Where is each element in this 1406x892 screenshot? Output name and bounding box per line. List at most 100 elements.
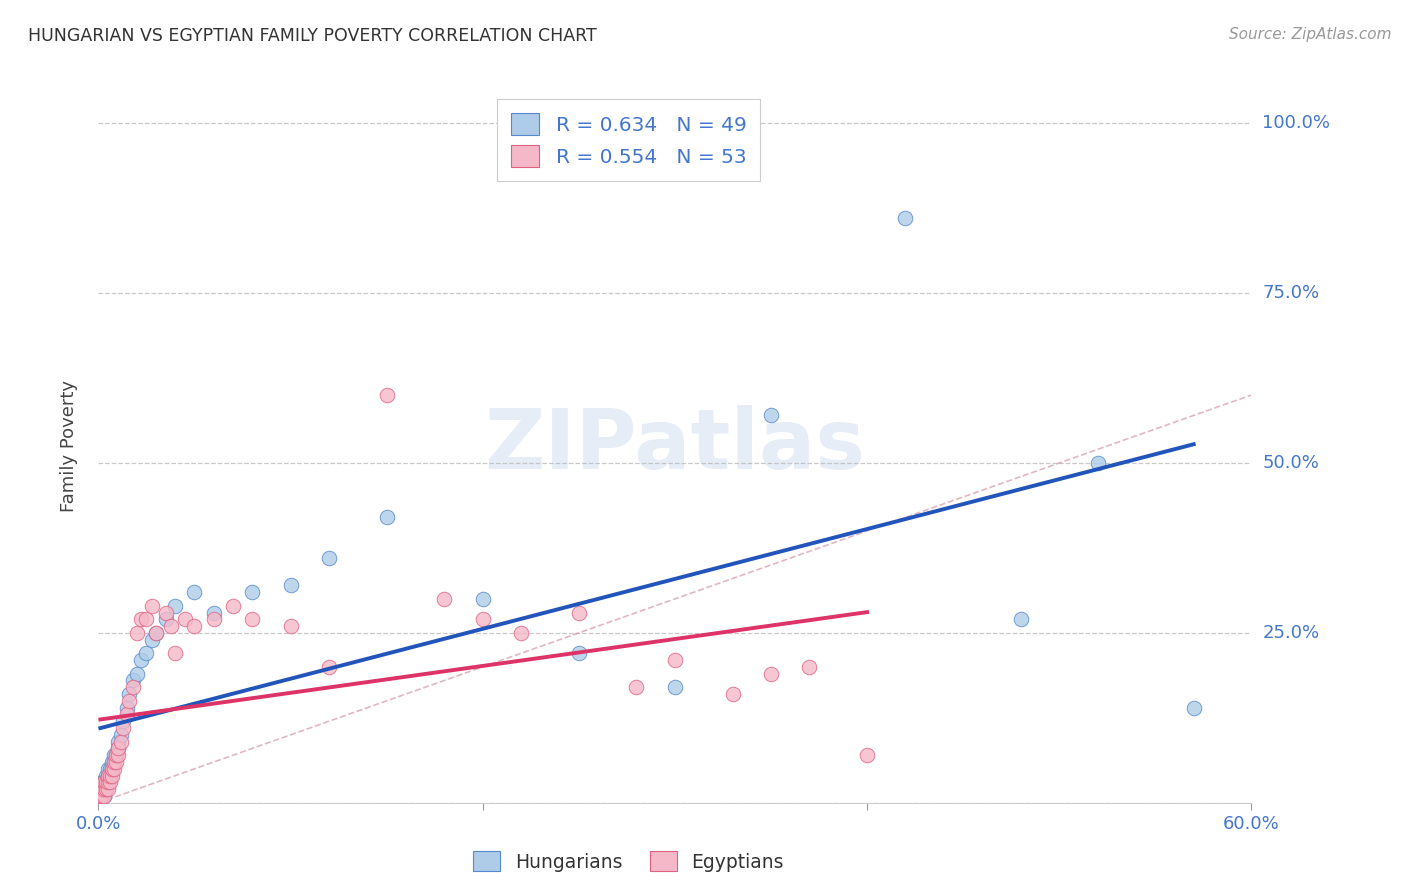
Point [98, 762, 121, 776]
Point [98, 769, 121, 783]
Point [471, 612, 494, 626]
Point [91, 782, 114, 797]
Point [91, 789, 114, 803]
Point [856, 748, 879, 763]
Point [110, 734, 132, 748]
Point [894, 211, 917, 226]
Text: HUNGARIAN VS EGYPTIAN FAMILY POVERTY CORRELATION CHART: HUNGARIAN VS EGYPTIAN FAMILY POVERTY COR… [28, 27, 598, 45]
Point [1010, 612, 1032, 626]
Point [135, 646, 157, 660]
Point [155, 606, 177, 620]
Point [97, 769, 120, 783]
Point [117, 707, 138, 722]
Point [97, 782, 120, 797]
Point [112, 714, 135, 729]
Point [664, 653, 686, 667]
Point [568, 646, 591, 660]
Point [93, 782, 115, 797]
Point [97, 775, 120, 789]
Point [471, 591, 494, 606]
Point [280, 578, 302, 592]
Point [318, 660, 340, 674]
Point [93, 789, 115, 803]
Point [101, 762, 124, 776]
Point [93, 775, 115, 789]
Point [107, 741, 129, 756]
Point [93, 782, 115, 797]
Text: 75.0%: 75.0% [1263, 284, 1320, 302]
Point [117, 700, 138, 714]
Point [183, 619, 205, 633]
Point [94, 782, 117, 797]
Point [98, 769, 121, 783]
Point [110, 728, 132, 742]
Point [759, 666, 782, 681]
Point [222, 599, 245, 613]
Point [145, 626, 167, 640]
Point [89, 789, 111, 803]
Text: Source: ZipAtlas.com: Source: ZipAtlas.com [1229, 27, 1392, 42]
Point [568, 606, 591, 620]
Point [202, 606, 225, 620]
Point [202, 612, 225, 626]
Point [104, 755, 127, 769]
Point [97, 775, 120, 789]
Point [125, 626, 148, 640]
Point [94, 775, 117, 789]
Point [89, 789, 111, 803]
Text: ZIPatlas: ZIPatlas [485, 406, 865, 486]
Point [160, 619, 183, 633]
Point [97, 769, 120, 783]
Point [103, 755, 125, 769]
Point [183, 585, 205, 599]
Point [135, 612, 157, 626]
Point [98, 775, 121, 789]
Point [240, 585, 263, 599]
Point [94, 769, 117, 783]
Point [104, 748, 127, 763]
Point [129, 612, 152, 626]
Point [101, 755, 124, 769]
Point [91, 782, 114, 797]
Point [101, 762, 124, 776]
Point [107, 734, 129, 748]
Point [240, 612, 263, 626]
Point [103, 762, 125, 776]
Point [94, 775, 117, 789]
Point [174, 612, 197, 626]
Point [510, 626, 533, 640]
Point [721, 687, 744, 701]
Point [165, 599, 187, 613]
Text: 50.0%: 50.0% [1263, 454, 1319, 472]
Point [145, 626, 167, 640]
Point [107, 748, 129, 763]
Point [112, 721, 135, 735]
Point [375, 388, 398, 402]
Point [91, 789, 114, 803]
Point [799, 660, 821, 674]
Y-axis label: Family Poverty: Family Poverty [59, 380, 77, 512]
Point [93, 775, 115, 789]
Point [103, 748, 125, 763]
Point [89, 792, 111, 806]
Point [103, 755, 125, 769]
Point [155, 612, 177, 626]
Point [759, 409, 782, 423]
Point [626, 680, 648, 694]
Point [93, 789, 115, 803]
Point [141, 599, 163, 613]
Point [125, 666, 148, 681]
Point [664, 680, 686, 694]
Point [89, 792, 111, 806]
Point [280, 619, 302, 633]
Point [118, 694, 141, 708]
Point [318, 551, 340, 566]
Point [94, 782, 117, 797]
Legend: Hungarians, Egyptians: Hungarians, Egyptians [465, 844, 792, 879]
Point [375, 510, 398, 524]
Text: 25.0%: 25.0% [1263, 624, 1320, 642]
Point [1087, 456, 1109, 470]
Text: 100.0%: 100.0% [1263, 114, 1330, 132]
Point [433, 591, 456, 606]
Point [129, 653, 152, 667]
